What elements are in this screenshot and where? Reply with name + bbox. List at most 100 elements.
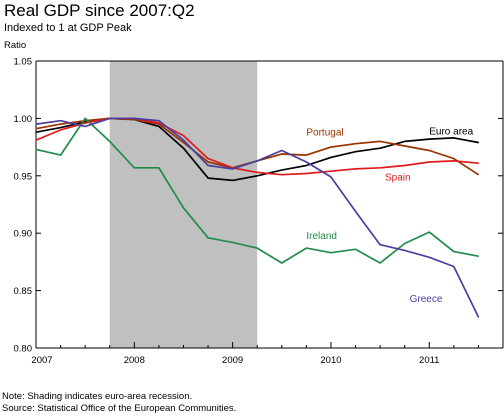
x-tick-label: 2008 <box>124 355 145 366</box>
data-point-spain <box>305 172 307 175</box>
y-tick-label: 0.85 <box>14 286 33 297</box>
data-point-greece <box>256 160 258 162</box>
data-point-euro-area <box>182 147 185 149</box>
data-point-euro-area <box>477 141 480 144</box>
data-point-spain <box>453 160 455 162</box>
data-point-portugal <box>428 149 430 152</box>
data-point-portugal <box>59 123 62 125</box>
x-tick-label: 2007 <box>31 355 52 366</box>
data-point-spain <box>428 161 430 163</box>
data-point-portugal <box>379 140 381 142</box>
data-point-euro-area <box>330 156 332 159</box>
data-point-greece <box>305 161 307 163</box>
data-point-portugal <box>453 157 455 160</box>
data-point-portugal <box>182 141 185 144</box>
data-point-ireland <box>35 148 37 150</box>
data-point-spain <box>182 135 185 137</box>
data-point-euro-area <box>354 151 357 153</box>
data-point-ireland <box>379 262 381 264</box>
data-point-ireland <box>158 167 160 169</box>
series-label-spain: Spain <box>385 172 411 183</box>
data-point-ireland <box>133 167 135 169</box>
data-point-euro-area <box>207 177 209 179</box>
data-point-spain <box>477 162 480 164</box>
data-point-greece <box>232 168 234 170</box>
data-point-spain <box>379 167 381 169</box>
data-point-spain <box>404 164 406 167</box>
data-point-greece <box>35 123 37 125</box>
data-point-ireland <box>232 241 234 243</box>
shading-note: Note: Shading indicates euro-area recess… <box>2 391 193 402</box>
chart-title: Real GDP since 2007:Q2 <box>4 1 195 20</box>
data-point-euro-area <box>59 126 62 129</box>
data-point-ireland <box>330 252 332 254</box>
data-point-euro-area <box>232 179 234 181</box>
data-point-greece <box>354 210 357 212</box>
data-point-euro-area <box>305 164 307 167</box>
data-point-ireland <box>404 242 406 245</box>
data-point-greece <box>182 139 185 141</box>
y-tick-label: 0.80 <box>14 344 33 355</box>
data-point-greece <box>379 244 381 246</box>
data-point-ireland <box>354 248 357 250</box>
data-point-portugal <box>35 128 37 130</box>
data-point-ireland <box>84 117 86 119</box>
data-point-spain <box>35 139 37 141</box>
data-point-ireland <box>477 255 480 257</box>
y-axis-label: Ratio <box>4 40 26 51</box>
chart-subtitle: Indexed to 1 at GDP Peak <box>4 22 132 34</box>
x-tick-label: 2010 <box>320 355 341 366</box>
data-point-portugal <box>281 153 283 155</box>
data-point-ireland <box>305 247 307 249</box>
y-tick-label: 1.00 <box>14 114 33 125</box>
data-point-greece <box>84 125 86 128</box>
series-label-greece: Greece <box>410 294 443 305</box>
data-point-greece <box>453 265 455 268</box>
data-point-spain <box>158 122 160 124</box>
data-point-spain <box>207 157 209 160</box>
data-point-greece <box>404 249 406 252</box>
data-point-portugal <box>207 161 209 163</box>
data-point-ireland <box>59 154 62 156</box>
data-point-greece <box>330 176 332 178</box>
series-label-euro-area: Euro area <box>429 126 473 137</box>
data-point-euro-area <box>158 125 160 128</box>
data-point-greece <box>281 149 283 152</box>
series-label-portugal: Portugal <box>306 128 343 139</box>
y-tick-label: 0.90 <box>14 229 33 240</box>
data-point-spain <box>281 174 283 176</box>
y-tick-label: 0.95 <box>14 171 33 182</box>
data-point-ireland <box>256 247 258 249</box>
data-point-euro-area <box>35 131 37 133</box>
data-point-ireland <box>428 231 430 233</box>
chart-notes: Note: Shading indicates euro-area recess… <box>2 391 236 414</box>
data-point-euro-area <box>404 140 406 142</box>
recession-shading <box>109 61 258 348</box>
data-point-greece <box>207 164 209 167</box>
data-point-greece <box>477 316 480 318</box>
data-point-euro-area <box>428 138 430 140</box>
data-point-spain <box>354 168 357 170</box>
data-point-greece <box>59 120 62 122</box>
data-point-portugal <box>404 145 406 147</box>
x-tick-label: 2011 <box>419 355 439 366</box>
data-point-spain <box>256 171 258 173</box>
y-tick-label: 1.05 <box>14 57 33 68</box>
data-point-ireland <box>109 140 111 142</box>
data-point-portugal <box>354 143 357 145</box>
data-point-spain <box>59 129 62 131</box>
data-point-greece <box>158 120 160 122</box>
x-tick-label: 2009 <box>222 355 243 366</box>
data-point-spain <box>84 122 86 124</box>
data-point-euro-area <box>256 175 258 177</box>
data-point-ireland <box>182 207 185 209</box>
data-point-portugal <box>477 174 480 176</box>
data-point-ireland <box>453 250 455 253</box>
data-point-portugal <box>305 154 307 156</box>
data-point-portugal <box>330 146 332 148</box>
data-point-ireland <box>281 262 283 264</box>
data-point-ireland <box>207 237 209 239</box>
data-point-greece <box>428 256 430 258</box>
source-note: Source: Statistical Office of the Europe… <box>2 402 237 414</box>
